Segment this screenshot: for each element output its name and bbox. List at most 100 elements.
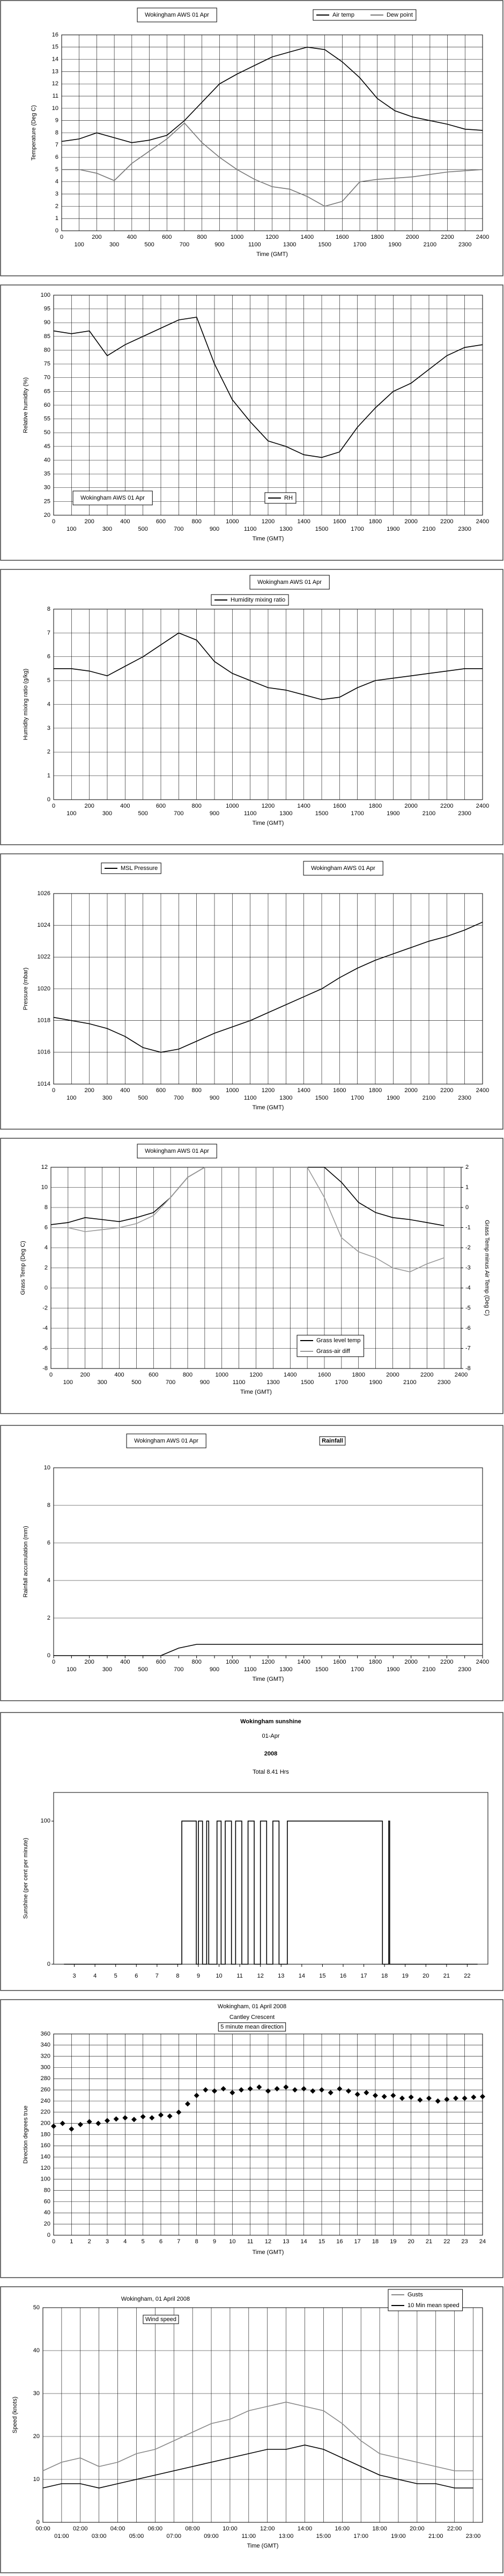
x-tick-label: 1000 [216, 1372, 228, 1378]
y-tick-label: 1018 [38, 1018, 50, 1024]
x-tick-label: 6 [159, 2238, 162, 2245]
data-point [381, 2094, 387, 2099]
x-tick-label: 22 [464, 1973, 470, 1979]
data-point [239, 2087, 244, 2093]
x-tick-label: 2200 [441, 234, 454, 240]
x-tick-label: 1300 [283, 241, 296, 248]
x-tick-label: 1400 [301, 234, 314, 240]
annotation: 2008 [264, 1751, 277, 1757]
x-tick-label: 400 [120, 518, 130, 525]
y-tick-label: 6 [47, 1540, 50, 1546]
x-tick-label: 2200 [440, 518, 453, 525]
data-point [122, 2115, 128, 2121]
x-tick-label: 0 [52, 803, 55, 809]
text-box [143, 2315, 179, 2324]
legend: Air temp Dew point [313, 9, 417, 21]
x-tick-label: 20:00 [410, 2526, 425, 2532]
data-line [51, 1167, 444, 1272]
x-tick-label: 400 [120, 1087, 130, 1094]
chart-panel: 0204060801001201401601802002202402602803… [0, 1999, 503, 2278]
y-axis-label: Sunshine (per cent per minute) [23, 1838, 29, 1919]
x-tick-label: 300 [97, 1379, 107, 1386]
x-tick-label: 0 [49, 1372, 53, 1378]
legend: RH [264, 492, 297, 504]
legend: Gusts 10 Min mean speed [388, 2289, 463, 2311]
x-tick-label: 1200 [265, 234, 278, 240]
y-tick-label: 1 [47, 773, 50, 779]
x-tick-label: 1500 [315, 810, 328, 817]
x-tick-label: 300 [102, 810, 112, 817]
y-tick-label: 220 [41, 2109, 50, 2116]
legend-box [297, 1335, 365, 1357]
data-point [399, 2095, 405, 2101]
y-tick-label: 85 [44, 333, 50, 340]
x-tick-label: 12 [257, 1973, 264, 1979]
data-point [220, 2086, 226, 2092]
y-tick-label: 80 [44, 347, 50, 353]
y-tick-label: 240 [41, 2098, 50, 2104]
x-tick-label: 1300 [279, 526, 292, 532]
x-tick-label: 2300 [438, 1379, 450, 1386]
x-axis-label: Time (GMT) [247, 2543, 279, 2549]
y-tick-label: 100 [41, 1818, 50, 1824]
x-tick-label: 200 [84, 803, 94, 809]
x-tick-label: 14 [301, 2238, 307, 2245]
x-tick-label: 1200 [249, 1372, 262, 1378]
x-tick-label: 13:00 [279, 2533, 294, 2540]
x-tick-label: 17:00 [353, 2533, 368, 2540]
y-tick-label: 8 [47, 606, 50, 612]
y-tick-label: 3 [47, 725, 50, 731]
x-tick-label: 1400 [284, 1372, 297, 1378]
y-tick-label: 4 [47, 701, 50, 707]
data-point [364, 2090, 369, 2096]
y-tick-label: 1 [55, 215, 58, 222]
x-tick-label: 500 [144, 241, 154, 248]
x-tick-label: 800 [191, 1659, 201, 1665]
x-tick-label: 800 [197, 234, 206, 240]
x-tick-label: 1200 [262, 518, 275, 525]
y-tick-label: 2 [45, 1264, 48, 1271]
x-tick-label: 04:00 [110, 2526, 125, 2532]
x-tick-label: 800 [191, 518, 201, 525]
x-tick-label: 1900 [387, 1666, 399, 1673]
x-axis-label: Time (GMT) [256, 251, 288, 258]
data-point [435, 2098, 441, 2104]
y-tick-label: 2 [47, 1615, 50, 1621]
x-tick-label: 2100 [423, 810, 435, 817]
y-tick-label: 280 [41, 2075, 50, 2082]
y2-axis-label: Grass Temp minus Air Temp (Deg C) [484, 1220, 490, 1316]
data-point [480, 2094, 485, 2099]
y-tick-label: 6 [47, 654, 50, 660]
x-tick-label: 500 [138, 526, 147, 532]
data-point [176, 2109, 182, 2115]
y-tick-label: 8 [45, 1204, 48, 1211]
y-tick-label: 0 [55, 228, 58, 234]
annotation: Wind speed [145, 2316, 176, 2323]
legend: MSL Pressure [101, 862, 161, 874]
data-point [462, 2095, 468, 2101]
data-point [167, 2113, 173, 2119]
y-tick-label: -4 [42, 1325, 48, 1331]
x-tick-label: 22:00 [447, 2526, 462, 2532]
data-point [140, 2114, 146, 2120]
x-tick-label: 2200 [440, 1659, 453, 1665]
y-tick-label: 50 [44, 429, 50, 436]
x-tick-label: 1300 [279, 1095, 292, 1101]
x-tick-label: 400 [120, 803, 130, 809]
x-axis-label: Time (GMT) [253, 1104, 284, 1111]
x-tick-label: 1700 [335, 1379, 348, 1386]
data-line [42, 2445, 473, 2489]
x-tick-label: 9 [213, 2238, 216, 2245]
y-tick-label: 7 [47, 630, 50, 636]
plot-area [53, 1792, 488, 1965]
x-tick-label: 0 [52, 2238, 55, 2245]
x-tick-label: 1100 [244, 810, 257, 817]
x-tick-label: 800 [183, 1372, 192, 1378]
x-tick-label: 900 [210, 526, 219, 532]
x-tick-label: 1500 [301, 1379, 314, 1386]
x-tick-label: 05:00 [129, 2533, 144, 2540]
y-tick-label: 60 [44, 402, 50, 408]
x-tick-label: 2400 [476, 234, 489, 240]
x-tick-label: 1300 [279, 1666, 292, 1673]
chart-panel: -8-6-4-2024681012-8-7-6-5-4-3-2-10120100… [0, 1138, 503, 1414]
